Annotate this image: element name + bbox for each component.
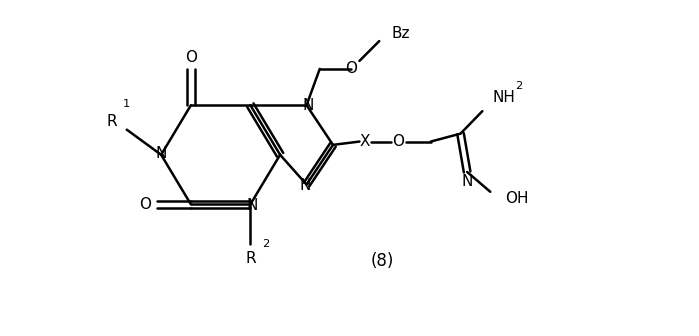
Text: O: O [345,61,357,76]
Text: O: O [391,134,404,149]
Text: N: N [246,198,257,213]
Text: N: N [461,174,473,190]
Text: O: O [139,197,151,212]
Text: R: R [107,114,117,129]
Text: O: O [185,50,197,65]
Text: X: X [359,134,370,149]
Text: R: R [245,251,256,266]
Text: N: N [300,178,311,193]
Text: (8): (8) [371,252,394,269]
Text: 2: 2 [262,239,270,249]
Text: NH: NH [492,90,515,106]
Text: 2: 2 [514,81,522,91]
Text: N: N [302,98,314,113]
Text: OH: OH [505,191,529,206]
Text: 1: 1 [123,99,130,109]
Text: Bz: Bz [391,26,410,41]
Text: N: N [155,146,167,161]
